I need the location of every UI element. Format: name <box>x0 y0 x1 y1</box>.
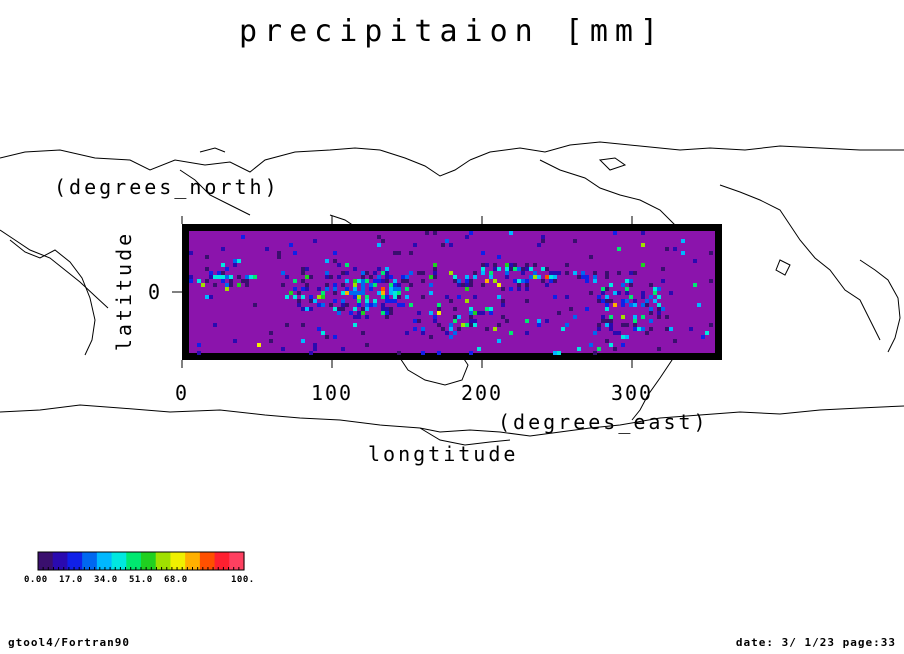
colorbar-segment <box>96 552 113 570</box>
colorbar-segment <box>38 552 54 570</box>
colorbar-tick-label: 17.0 <box>59 575 83 585</box>
x-tick-label: 300 <box>610 381 654 405</box>
colorbar-segment <box>82 552 98 570</box>
colorbar-segment <box>141 552 157 570</box>
colorbar-segment <box>170 552 186 570</box>
x-tick-label: 100 <box>310 381 354 405</box>
colorbar-segment <box>111 552 127 570</box>
y-axis-units: (degrees_north) <box>54 175 280 199</box>
y-axis-label: latitude <box>112 230 136 352</box>
colorbar <box>37 551 245 571</box>
y-tick-label: 0 <box>147 280 160 304</box>
footer-date-page: date: 3/ 1/23 page:33 <box>735 636 896 649</box>
colorbar-tick-label: 100. <box>231 575 255 585</box>
footer-program: gtool4/Fortran90 <box>8 636 130 649</box>
colorbar-segment <box>199 552 216 570</box>
heatmap-plot <box>182 224 722 360</box>
colorbar-tick-label: 0.00 <box>24 575 48 585</box>
heatmap-cells <box>189 231 713 355</box>
colorbar-segment <box>126 552 142 570</box>
colorbar-segment <box>155 552 172 570</box>
colorbar-segment <box>52 552 69 570</box>
colorbar-segment <box>185 552 201 570</box>
colorbar-tick-label: 68.0 <box>164 575 188 585</box>
colorbar-segment <box>229 552 245 570</box>
colorbar-tick-label: 34.0 <box>94 575 118 585</box>
x-axis-label: longtitude <box>368 442 519 466</box>
colorbar-segment <box>214 552 230 570</box>
x-tick-label: 200 <box>460 381 504 405</box>
colorbar-segment <box>67 552 83 570</box>
x-tick-label: 0 <box>174 381 190 405</box>
x-axis-units: (degrees_east) <box>498 410 709 434</box>
colorbar-tick-label: 51.0 <box>129 575 153 585</box>
chart-title: precipitaion [mm] <box>238 14 666 49</box>
